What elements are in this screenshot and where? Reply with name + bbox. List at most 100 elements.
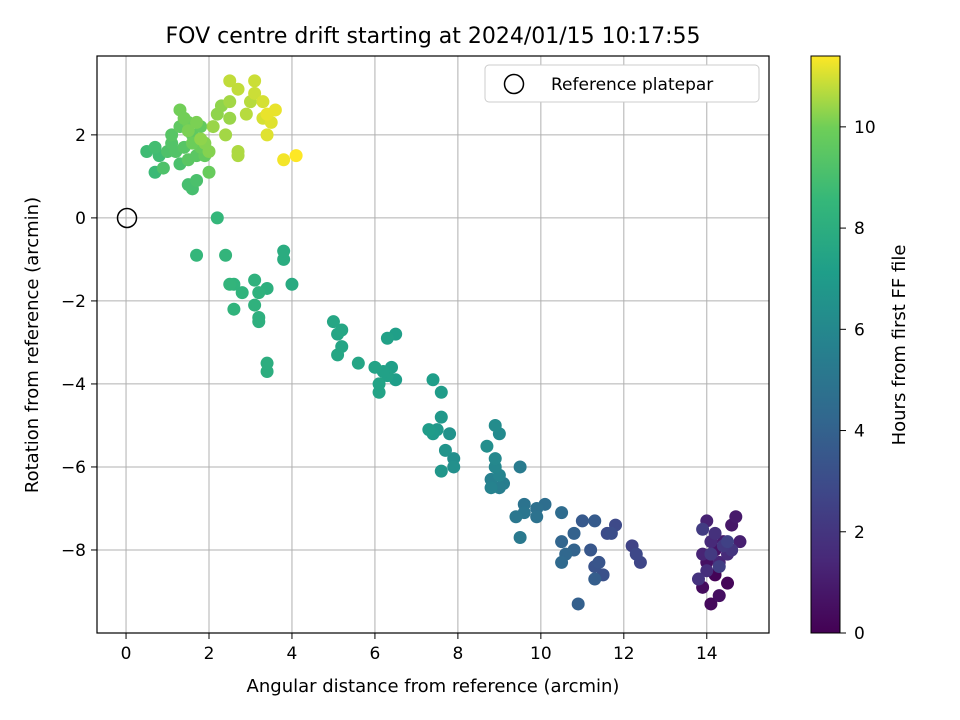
scatter-point [530,510,544,524]
scatter-point [260,356,274,370]
scatter-point [235,286,249,300]
legend-entry-label: Reference platepar [551,75,713,95]
scatter-point [733,535,747,549]
scatter-point [729,510,743,524]
scatter-point [223,111,237,125]
scatter-point [260,107,274,121]
legend: Reference platepar [484,64,760,103]
colorbar-tick-label: 0 [854,624,865,644]
scatter-point [513,460,527,474]
scatter-point [567,526,581,540]
scatter-point [194,132,208,146]
scatter-point [443,427,457,441]
grid-lines [97,56,769,633]
scatter-point [231,82,245,96]
scatter-point [588,514,602,528]
scatter-point [434,385,448,399]
scatter-point [592,555,606,569]
colorbar-tick-label: 6 [854,320,865,340]
scatter-point [202,144,216,158]
scatter-point [277,244,291,258]
scatter-point [691,572,705,586]
x-tick-label: 2 [204,644,215,664]
scatter-point [704,597,718,611]
scatter-point [219,128,233,142]
x-tick-label: 8 [452,644,463,664]
colorbar: 0 2 4 6 8 10 Hours from first FF file [810,55,910,644]
scatter-point [555,555,569,569]
scatter-point [252,286,266,300]
scatter-point [202,165,216,179]
scatter-point [252,311,266,325]
y-axis-ticks: −8 −6 −4 −2 0 2 [61,126,97,561]
colorbar-label: Hours from first FF file [889,245,910,446]
x-axis-label: Angular distance from reference (arcmin) [247,676,620,697]
scatter-point [480,439,494,453]
scatter-point [372,377,386,391]
x-tick-label: 4 [287,644,298,664]
colorbar-tick-label: 10 [854,118,876,138]
scatter-point [289,149,303,163]
scatter-point [351,356,365,370]
reference-platepar-marker [116,207,138,229]
scatter-point [248,298,262,312]
scatter-point [190,248,204,262]
y-tick-label: 2 [75,126,86,146]
scatter-point [223,74,237,88]
y-axis-label: Rotation from reference (arcmin) [22,197,43,493]
scatter-point [239,107,253,121]
y-tick-label: 0 [75,209,86,229]
colorbar-gradient [810,55,841,634]
legend-box [484,64,760,103]
scatter-point [712,589,726,603]
scatter-point [368,360,382,374]
scatter-point [165,128,179,142]
scatter-point [227,302,241,316]
scatter-point [206,120,220,134]
scatter-point [704,547,718,561]
y-tick-label: −8 [61,541,86,561]
scatter-point [277,153,291,167]
scatter-point [223,277,237,291]
colorbar-tick-label: 2 [854,523,865,543]
scatter-point [488,452,502,466]
scatter-point [696,522,710,536]
scatter-point [588,572,602,586]
colorbar-tick-label: 4 [854,422,865,442]
scatter-point [326,315,340,329]
scatter-point [509,510,523,524]
chart-title: FOV centre drift starting at 2024/01/15 … [166,24,701,49]
scatter-point [438,443,452,457]
colorbar-ticks: 0 2 4 6 8 10 [840,118,876,644]
data-points [140,74,747,611]
scatter-point [285,277,299,291]
y-tick-label: −6 [61,458,86,478]
scatter-point [156,161,170,175]
scatter-point [190,115,204,129]
y-tick-label: −2 [61,292,86,312]
scatter-point [426,373,440,387]
x-tick-label: 14 [696,644,718,664]
x-tick-label: 12 [613,644,635,664]
scatter-point [335,323,349,337]
x-tick-label: 6 [370,644,381,664]
scatter-point [256,95,270,109]
scatter-point [148,140,162,154]
scatter-point [484,481,498,495]
y-tick-label: −4 [61,375,86,395]
scatter-point [223,95,237,109]
scatter-point [447,460,461,474]
scatter-point [584,543,598,557]
colorbar-tick-label: 8 [854,219,865,239]
scatter-point [248,74,262,88]
scatter-point [434,410,448,424]
scatter-point [604,526,618,540]
scatter-point [555,535,569,549]
scatter-point [629,547,643,561]
scatter-point [555,506,569,520]
scatter-point [712,560,726,574]
scatter-point [177,111,191,125]
scatter-point [248,273,262,287]
x-tick-label: 10 [530,644,552,664]
